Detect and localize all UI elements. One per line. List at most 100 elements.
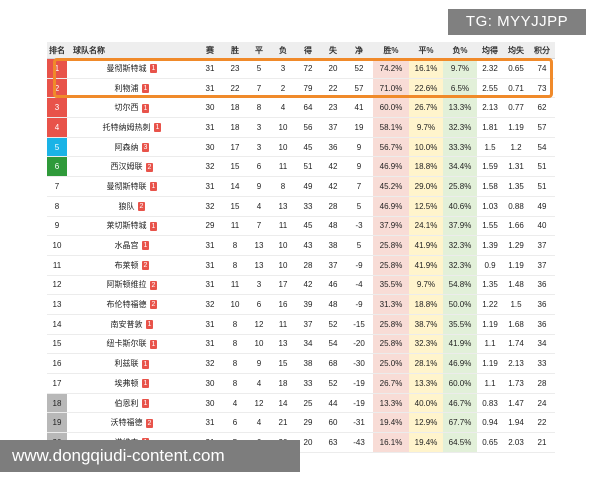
rank-cell: 19	[47, 412, 67, 434]
team-cell[interactable]: 南安普敦 1	[67, 314, 197, 335]
team-name[interactable]: 伯恩利	[114, 398, 139, 408]
gf-cell: 45	[295, 216, 321, 237]
team-cell[interactable]: 埃弗顿 1	[67, 373, 197, 394]
team-cell[interactable]: 曼彻斯特城 1	[67, 58, 197, 79]
ga-cell: 44	[321, 393, 345, 414]
column-header[interactable]: 平%	[409, 42, 443, 59]
form-badge: 1	[141, 398, 150, 408]
team-cell[interactable]: 莱切斯特城 1	[67, 216, 197, 237]
team-cell[interactable]: 狼队 2	[67, 196, 197, 217]
avgf-cell: 1.39	[477, 235, 503, 256]
w-cell: 8	[223, 235, 247, 256]
team-cell[interactable]: 阿森纳 3	[67, 137, 197, 158]
table-row[interactable]: 16 利兹联 1 32 8 9 15 38 68 -30 25.0% 28.1% 46.9% 1.19 2.…	[47, 353, 555, 374]
team-name[interactable]: 阿森纳	[114, 142, 139, 152]
team-cell[interactable]: 利兹联 1	[67, 353, 197, 374]
avga-cell: 1.35	[503, 176, 529, 197]
team-name[interactable]: 利兹联	[114, 359, 139, 369]
column-header[interactable]: 均失	[503, 42, 529, 59]
team-cell[interactable]: 伯恩利 1	[67, 393, 197, 414]
d-cell: 7	[247, 78, 271, 99]
column-header[interactable]: 净	[345, 42, 373, 59]
column-header[interactable]: 得	[295, 42, 321, 59]
team-cell[interactable]: 阿斯顿维拉 2	[67, 275, 197, 296]
rank-cell: 13	[47, 294, 67, 315]
d-cell: 6	[247, 156, 271, 178]
table-row[interactable]: 17 埃弗顿 1 30 8 4 18 33 52 -19 26.7% 13.3% 60.0% 1.1 1.7…	[47, 373, 555, 394]
team-name[interactable]: 托特纳姆热刺	[102, 122, 151, 132]
table-row[interactable]: 19 沃特福德 2 31 6 4 21 29 60 -31 19.4% 12.9% 67.7% 0.94 1…	[47, 412, 555, 434]
team-name[interactable]: 切尔西	[114, 103, 139, 113]
column-header[interactable]: 失	[321, 42, 345, 59]
table-row[interactable]: 15 纽卡斯尔联 1 31 8 10 13 34 54 -20 25.8% 32.3% 41.9% 1.1…	[47, 334, 555, 355]
team-cell[interactable]: 布伦特福德 2	[67, 294, 197, 315]
team-name[interactable]: 布莱顿	[114, 260, 139, 270]
gd-cell: 41	[345, 97, 373, 119]
table-row[interactable]: 12 阿斯顿维拉 2 31 11 3 17 42 46 -4 35.5% 9.7% 54.8% 1.35 1…	[47, 275, 555, 296]
table-row[interactable]: 13 布伦特福德 2 32 10 6 16 39 48 -9 31.3% 18.8% 50.0% 1.22…	[47, 294, 555, 315]
table-row[interactable]: 8 狼队 2 32 15 4 13 33 28 5 46.9% 12.5% 40.6% 1.03 0.88 4…	[47, 196, 555, 217]
column-header[interactable]: 平	[247, 42, 271, 59]
l-cell: 14	[271, 393, 295, 414]
table-row[interactable]: 14 南安普敦 1 31 8 12 11 37 52 -15 25.8% 38.7% 35.5% 1.19…	[47, 314, 555, 335]
team-name[interactable]: 水晶宫	[114, 241, 139, 251]
avga-cell: 2.13	[503, 353, 529, 374]
p-cell: 32	[197, 196, 223, 217]
pts-cell: 74	[529, 58, 555, 79]
column-header[interactable]: 胜%	[373, 42, 409, 59]
dp-cell: 12.9%	[409, 412, 443, 434]
table-row[interactable]: 6 西汉姆联 2 32 15 6 11 51 42 9 46.9% 18.8% 34.4% 1.59 1.3…	[47, 156, 555, 178]
team-name[interactable]: 沃特福德	[110, 418, 143, 428]
table-row[interactable]: 18 伯恩利 1 30 4 12 14 25 44 -19 13.3% 40.0% 46.7% 0.83 1…	[47, 393, 555, 414]
team-cell[interactable]: 西汉姆联 2	[67, 156, 197, 178]
team-cell[interactable]: 切尔西 1	[67, 97, 197, 119]
gf-cell: 38	[295, 353, 321, 374]
form-badge: 2	[145, 162, 154, 172]
ga-cell: 48	[321, 216, 345, 237]
team-cell[interactable]: 布莱顿 2	[67, 255, 197, 276]
table-row[interactable]: 10 水晶宫 1 31 8 13 10 43 38 5 25.8% 41.9% 32.3% 1.39 1.2…	[47, 235, 555, 256]
column-header[interactable]: 赛	[197, 42, 223, 59]
column-header[interactable]: 排名	[47, 42, 67, 59]
lp-cell: 9.7%	[443, 58, 477, 79]
table-header-row: 排名 球队名称赛胜平负得失净胜% 平% 负% 均得 均失 积分	[47, 42, 555, 59]
team-cell[interactable]: 纽卡斯尔联 1	[67, 334, 197, 355]
dp-cell: 24.1%	[409, 216, 443, 237]
table-row[interactable]: 9 莱切斯特城 1 29 11 7 11 45 48 -3 37.9% 24.1% 37.9% 1.55 1…	[47, 216, 555, 237]
dp-cell: 29.0%	[409, 176, 443, 197]
team-name[interactable]: 纽卡斯尔联	[106, 339, 147, 349]
team-name[interactable]: 阿斯顿维拉	[106, 280, 147, 290]
team-name[interactable]: 曼彻斯特联	[106, 181, 147, 191]
avga-cell: 0.77	[503, 97, 529, 119]
column-header[interactable]: 球队名称	[67, 42, 197, 59]
team-name[interactable]: 狼队	[118, 201, 135, 211]
avgf-cell: 1.22	[477, 294, 503, 315]
column-header[interactable]: 负	[271, 42, 295, 59]
column-header[interactable]: 积分	[529, 42, 555, 59]
team-name[interactable]: 西汉姆联	[110, 162, 143, 172]
table-row[interactable]: 3 切尔西 1 30 18 8 4 64 23 41 60.0% 26.7% 13.3% 2.13 0.77…	[47, 97, 555, 119]
avgf-cell: 2.32	[477, 58, 503, 79]
team-cell[interactable]: 托特纳姆热刺 1	[67, 117, 197, 138]
team-name[interactable]: 曼彻斯特城	[106, 63, 147, 73]
team-name[interactable]: 利物浦	[114, 83, 139, 93]
table-row[interactable]: 7 曼彻斯特联 1 31 14 9 8 49 42 7 45.2% 29.0% 25.8% 1.58 1.3…	[47, 176, 555, 197]
column-header[interactable]: 均得	[477, 42, 503, 59]
team-name[interactable]: 莱切斯特城	[106, 221, 147, 231]
gd-cell: 19	[345, 117, 373, 138]
column-header[interactable]: 负%	[443, 42, 477, 59]
team-cell[interactable]: 利物浦 1	[67, 78, 197, 99]
table-row[interactable]: 5 阿森纳 3 30 17 3 10 45 36 9 56.7% 10.0% 33.3% 1.5 1.2 54	[47, 137, 555, 158]
table-row[interactable]: 11 布莱顿 2 31 8 13 10 28 37 -9 25.8% 41.9% 32.3% 0.9 1.1…	[47, 255, 555, 276]
table-row[interactable]: 4 托特纳姆热刺 1 31 18 3 10 56 37 19 58.1% 9.7% 32.3% 1.81 1…	[47, 117, 555, 138]
table-row[interactable]: 2 利物浦 1 31 22 7 2 79 22 57 71.0% 22.6% 6.5% 2.55 0.71 7…	[47, 78, 555, 99]
team-name[interactable]: 埃弗顿	[114, 378, 139, 388]
table-row[interactable]: 1 曼彻斯特城 1 31 23 5 3 72 20 52 74.2% 16.1% 9.7% 2.32 0.6…	[47, 58, 555, 79]
team-cell[interactable]: 沃特福德 2	[67, 412, 197, 434]
gd-cell: 5	[345, 235, 373, 256]
team-name[interactable]: 南安普敦	[110, 319, 143, 329]
team-cell[interactable]: 曼彻斯特联 1	[67, 176, 197, 197]
column-header[interactable]: 胜	[223, 42, 247, 59]
team-cell[interactable]: 水晶宫 1	[67, 235, 197, 256]
team-name[interactable]: 布伦特福德	[106, 300, 147, 310]
